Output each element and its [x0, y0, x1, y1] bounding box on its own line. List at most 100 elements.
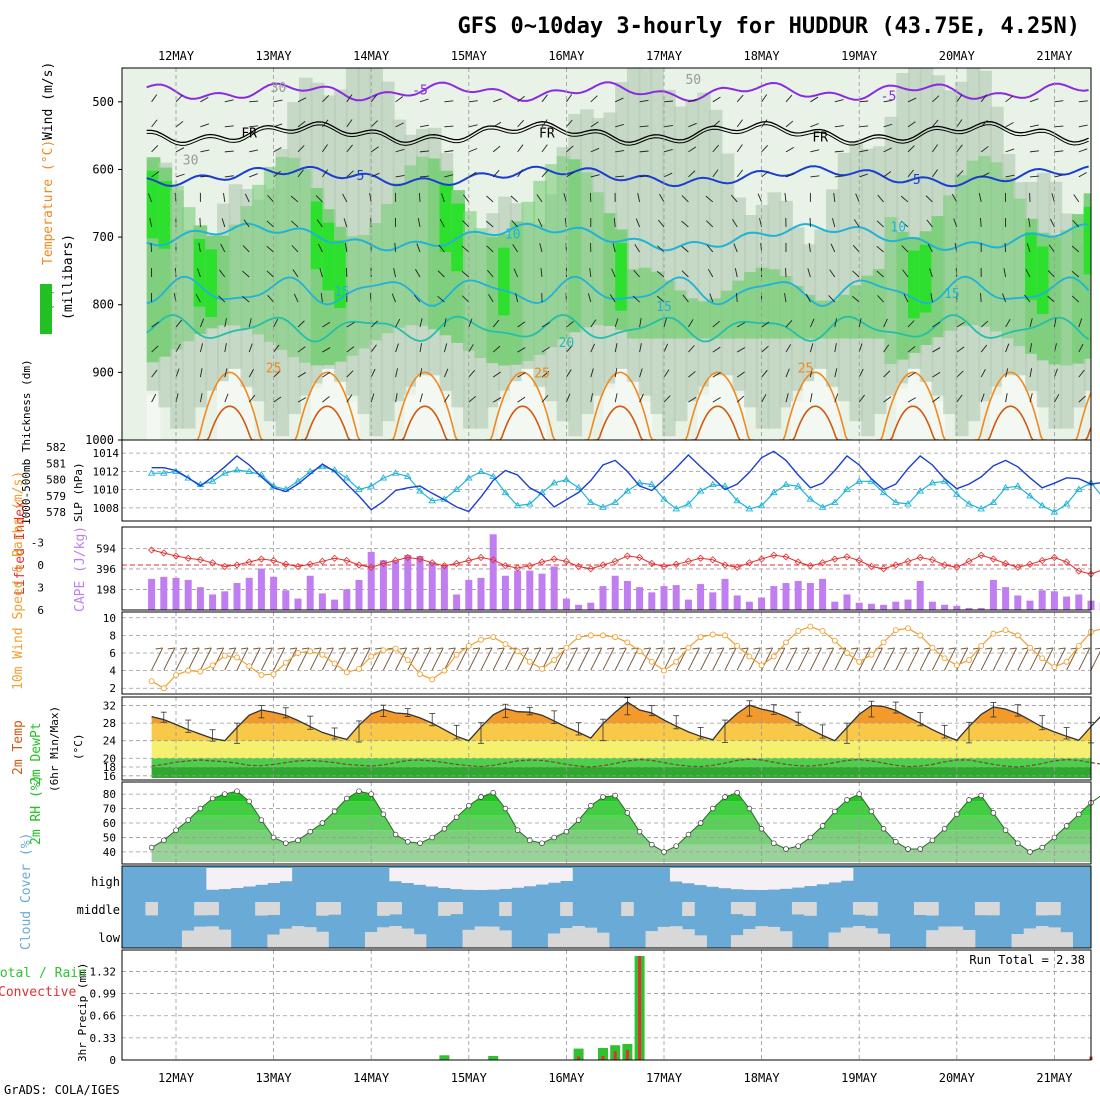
- warm-contour-line: [593, 405, 647, 440]
- precip-legend-total: Total / Rain: [0, 966, 86, 981]
- wind-barb: [395, 343, 399, 353]
- thickness-point: [1026, 492, 1034, 499]
- wind-barb: [883, 99, 893, 103]
- precip-conv-bar: [601, 1055, 605, 1060]
- wind-barb-10m: [895, 647, 908, 671]
- rh-point: [1063, 823, 1070, 829]
- cloud-middle-block: [145, 902, 158, 916]
- thickness-tick-label: 580: [46, 474, 66, 487]
- wind-barb: [290, 195, 299, 203]
- wind-barb-10m: [204, 647, 212, 650]
- wind-barb: [175, 94, 183, 103]
- wind-barb: [956, 170, 964, 178]
- wind-barb: [395, 174, 405, 178]
- wind-speed-point: [539, 665, 545, 672]
- wind-barb: [419, 343, 423, 353]
- wind-barb: [346, 119, 353, 128]
- warm-contour-line: [496, 405, 547, 440]
- wind-barb: [712, 144, 720, 153]
- li-point: [684, 557, 692, 565]
- x-tick-top-16MAY: 16MAY: [548, 49, 585, 63]
- li-point: [623, 552, 631, 560]
- rh-ylabel: 2m RH (%): [29, 775, 44, 845]
- wind-barb: [659, 193, 665, 203]
- thickness-point: [1050, 508, 1059, 515]
- rh-shade-green: [1095, 173, 1100, 352]
- wind-speed-point: [368, 653, 375, 660]
- x-tick-top-21MAY: 21MAY: [1036, 49, 1073, 63]
- wind-barb: [297, 145, 305, 153]
- thickness-point: [1038, 501, 1046, 509]
- li-point: [343, 556, 351, 565]
- wind-tick-label: 8: [109, 629, 116, 642]
- wind-tick-label: 4: [109, 665, 116, 678]
- cloud-low-block: [596, 932, 610, 948]
- wind-barb-10m: [968, 647, 981, 671]
- slp-tick-label: 1012: [93, 465, 120, 478]
- wind-barb: [297, 320, 305, 328]
- wind-barb: [810, 96, 819, 103]
- wind-barb-10m: [155, 647, 163, 650]
- rh-shade-green: [697, 301, 711, 339]
- wind-barb: [316, 219, 323, 228]
- wind-barb: [681, 270, 689, 278]
- cape-bar: [623, 580, 631, 610]
- cape-bar: [465, 579, 473, 610]
- rh-shade-green: [954, 175, 969, 327]
- contour-label: FR: [812, 130, 828, 145]
- wind-barb: [371, 172, 380, 178]
- rh-bands: [151, 791, 1091, 862]
- contour-label: -5: [412, 84, 428, 99]
- li-point: [1063, 558, 1071, 566]
- surface-dry-lobe: [908, 368, 922, 440]
- cloud-middle-block: [450, 902, 463, 915]
- wind-speed-point: [490, 634, 497, 641]
- wind-tick-label: 10: [103, 612, 116, 625]
- cape-bar: [1050, 591, 1058, 610]
- x-tick-top-19MAY: 19MAY: [841, 49, 878, 63]
- wind-barb-10m: [187, 647, 200, 671]
- cloud-high-block: [401, 868, 415, 884]
- contour-label: 30: [183, 153, 199, 168]
- rh-shade-green: [404, 165, 419, 326]
- wind-barb: [1050, 218, 1055, 228]
- wind-speed-point: [514, 648, 521, 655]
- wind-barb: [224, 393, 229, 403]
- wind-speed-point: [831, 637, 838, 644]
- wind-barb: [468, 395, 476, 403]
- wind-barb: [712, 320, 720, 328]
- cloud-low-block: [572, 926, 585, 948]
- wind-barb: [688, 371, 696, 378]
- thickness-point: [672, 505, 680, 512]
- wind-barb: [297, 97, 307, 103]
- rh-point: [453, 814, 460, 820]
- cloud-middle-block: [267, 902, 280, 915]
- wind-speed-point: [685, 644, 692, 651]
- wind-barb: [736, 293, 738, 303]
- wind-barb-10m: [741, 647, 749, 650]
- wind-barb: [224, 175, 234, 178]
- wind-barb: [1005, 393, 1008, 403]
- li-point: [1002, 559, 1010, 568]
- wind-barb-10m: [350, 647, 358, 650]
- wind-barb-10m: [497, 647, 505, 650]
- surface-dry-lobe: [626, 381, 641, 440]
- cloud-middle-block: [974, 902, 988, 916]
- wind-barb: [297, 372, 306, 378]
- li-point: [160, 549, 168, 557]
- wind-barb: [1078, 172, 1087, 178]
- wind-barb-10m: [826, 647, 834, 650]
- thickness-tick-label: 579: [46, 490, 66, 503]
- cape-bar: [794, 580, 802, 610]
- wind-barb-10m: [407, 647, 420, 671]
- slp-tick-label: 1010: [93, 484, 120, 497]
- wind-barb: [468, 344, 474, 353]
- wind-barb: [151, 393, 157, 403]
- wind-barb: [633, 269, 640, 278]
- thickness-tick-label: 581: [46, 457, 66, 470]
- cape-bar: [550, 566, 558, 610]
- precip-total-bar: [488, 1055, 499, 1060]
- li-point: [1038, 556, 1046, 565]
- cloud-low-block: [584, 927, 598, 948]
- wind-barb: [463, 194, 470, 203]
